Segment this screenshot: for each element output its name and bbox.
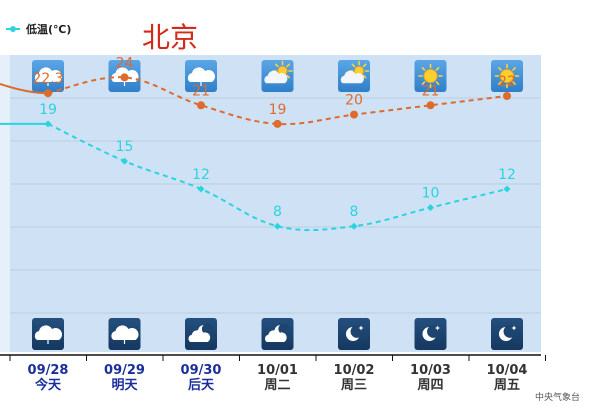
sun-ray <box>286 74 291 79</box>
data-label-high: 22 <box>498 74 516 90</box>
x-day-label: 周四 <box>417 378 443 393</box>
sun-ray <box>362 74 367 79</box>
data-point-low <box>503 185 511 193</box>
value-labels: 22.3 24 21 19 20 21 22 19 15 12 8 8 10 12 <box>32 55 516 220</box>
star <box>358 325 364 331</box>
x-day-label: 后天 <box>188 377 215 393</box>
day-partly-sunny-icon <box>338 60 370 92</box>
data-label-high: 24 <box>116 55 134 71</box>
sun-ray <box>435 67 440 71</box>
data-label-low: 10 <box>422 186 440 202</box>
night-cloudy-night-icon <box>108 318 141 350</box>
x-date-label: 10/03 <box>410 363 451 378</box>
data-label-low: 8 <box>350 204 359 220</box>
sun-ray <box>435 81 440 85</box>
data-label-high: 20 <box>345 93 363 109</box>
sun-disc <box>423 69 438 83</box>
data-point-high <box>44 89 52 98</box>
legend-low-marker <box>10 26 16 32</box>
cloud-shape <box>188 330 211 342</box>
x-day-label: 周五 <box>494 378 520 393</box>
data-label-low: 12 <box>192 167 210 183</box>
data-label-low: 12 <box>498 167 516 183</box>
x-day-label: 明天 <box>111 378 138 393</box>
sun-ray <box>274 63 279 68</box>
sun-disc <box>500 69 514 83</box>
cloud-shape <box>340 70 364 84</box>
day-cloudy-icon <box>185 60 217 92</box>
today-column-background <box>0 55 10 352</box>
data-label-high: 19 <box>269 102 287 118</box>
sun-ray <box>498 67 502 71</box>
cloud-shape <box>111 325 139 340</box>
night-icons <box>32 318 523 350</box>
sun-ray <box>351 63 356 68</box>
moon-shadow <box>201 323 213 335</box>
data-point-low <box>44 120 52 128</box>
data-label-low: 8 <box>273 204 282 220</box>
cloud-shape <box>264 70 288 84</box>
night-cloudy-night-icon <box>32 318 64 350</box>
data-label-high: 22.3 <box>32 71 63 87</box>
cloud-shape <box>34 67 63 82</box>
data-point-low <box>274 222 281 230</box>
data-point-high <box>426 101 435 110</box>
star <box>511 325 517 331</box>
legend: 低温(℃) <box>6 22 71 36</box>
day-icons <box>32 60 523 92</box>
x-date-label: 09/29 <box>104 363 145 378</box>
sun-ray <box>512 81 516 85</box>
day-partly-sunny-icon <box>261 60 294 92</box>
day-sunny-icon <box>414 60 447 92</box>
data-label-high: 21 <box>192 83 210 99</box>
night-moon-cloudy-icon <box>185 318 217 350</box>
data-point-high <box>197 101 205 110</box>
moon-shadow <box>278 323 290 335</box>
data-point-high <box>350 110 358 119</box>
x-date-label: 10/01 <box>257 363 298 378</box>
sun-ray <box>362 63 367 68</box>
city-title: 北京 <box>142 21 198 54</box>
x-day-label: 周二 <box>264 378 290 393</box>
sun-ray <box>421 81 426 85</box>
series-points <box>44 73 511 230</box>
x-day-label: 周三 <box>341 378 367 393</box>
gridlines <box>10 97 541 314</box>
x-date-label: 09/28 <box>28 363 69 378</box>
sun-ray <box>286 63 291 68</box>
data-point-high <box>503 92 511 100</box>
night-moon-icon <box>414 318 447 350</box>
night-moon-icon <box>491 318 523 350</box>
data-label-low: 15 <box>116 139 134 155</box>
data-point-low <box>121 157 128 165</box>
x-day-label: 今天 <box>34 377 62 393</box>
source-label: 中央气象台 <box>535 391 580 403</box>
cloud-shape <box>187 67 216 82</box>
data-point-low <box>197 185 205 193</box>
day-cloudy-icon <box>32 60 64 92</box>
night-moon-icon <box>338 318 370 350</box>
x-axis-ticks <box>9 355 546 361</box>
data-point-low <box>350 222 358 230</box>
cloud-shape <box>265 330 287 342</box>
x-date-label: 10/02 <box>334 363 375 378</box>
data-point-high <box>273 119 282 128</box>
star <box>435 325 440 331</box>
data-point-low <box>427 204 434 212</box>
plot-background <box>0 55 541 352</box>
x-date-label: 09/30 <box>181 363 222 378</box>
sun-ray <box>512 67 516 71</box>
sun-ray <box>421 67 426 71</box>
sun-ray <box>498 81 502 85</box>
data-point-high <box>120 73 129 82</box>
data-label-low: 19 <box>39 102 57 118</box>
cloud-shape <box>34 325 63 340</box>
legend-low-label: 低温(℃) <box>25 22 71 36</box>
x-date-label: 10/04 <box>487 363 528 378</box>
night-moon-cloudy-icon <box>261 318 294 350</box>
data-label-high: 21 <box>422 83 440 99</box>
day-sunny-icon <box>491 60 523 92</box>
